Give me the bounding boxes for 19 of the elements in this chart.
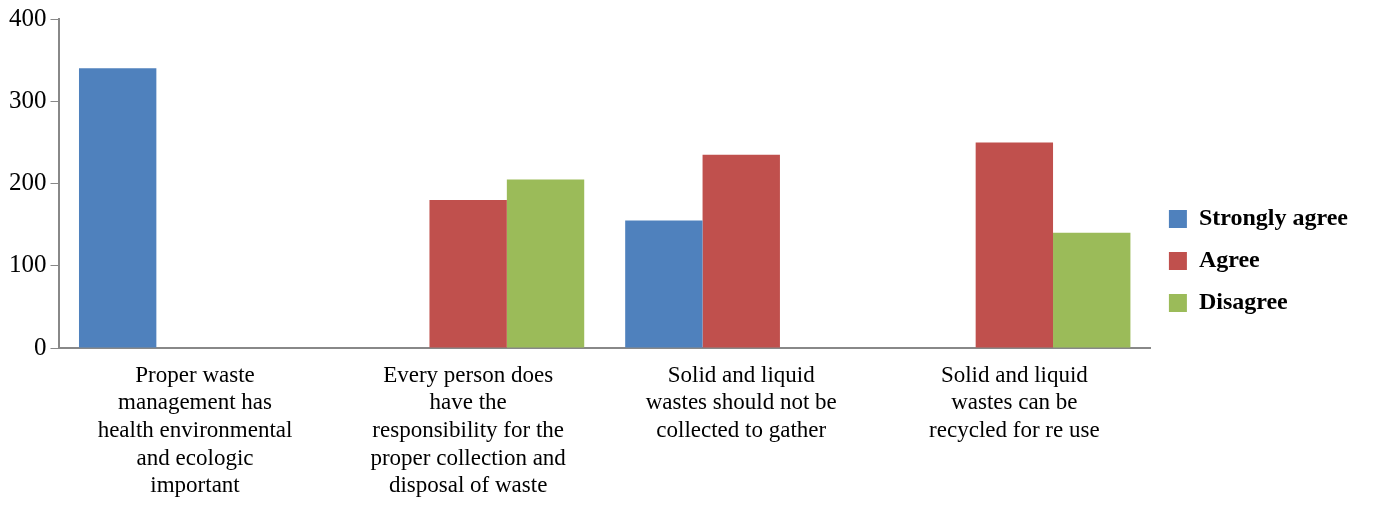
bar: [78, 68, 157, 348]
y-tick-label: 400: [9, 3, 47, 31]
bar: [702, 154, 780, 348]
bar: [975, 142, 1054, 348]
x-tick-label: Proper waste management has health environmental and ecologic important: [97, 361, 293, 498]
x-tick-label: Solid and liquid wastes should not be collected to gather: [645, 361, 837, 443]
x-tick-label: Solid and liquid wastes can be recycled for re use: [929, 361, 1100, 443]
legend-label: Agree: [1198, 246, 1261, 273]
y-tick-label: 0: [34, 332, 47, 360]
legend-label: Strongly agree: [1198, 204, 1349, 231]
y-tick-label: 100: [9, 250, 47, 278]
x-tick-label: Every person does have the responsibility for the proper collection and disposal of waste: [370, 361, 567, 498]
bar: [506, 179, 585, 348]
bar: [1053, 232, 1131, 348]
y-tick-label: 300: [9, 85, 47, 113]
legend-label: Disagree: [1198, 288, 1289, 315]
y-tick-label: 200: [9, 168, 47, 196]
bar: [625, 220, 703, 348]
bar: [429, 199, 507, 348]
